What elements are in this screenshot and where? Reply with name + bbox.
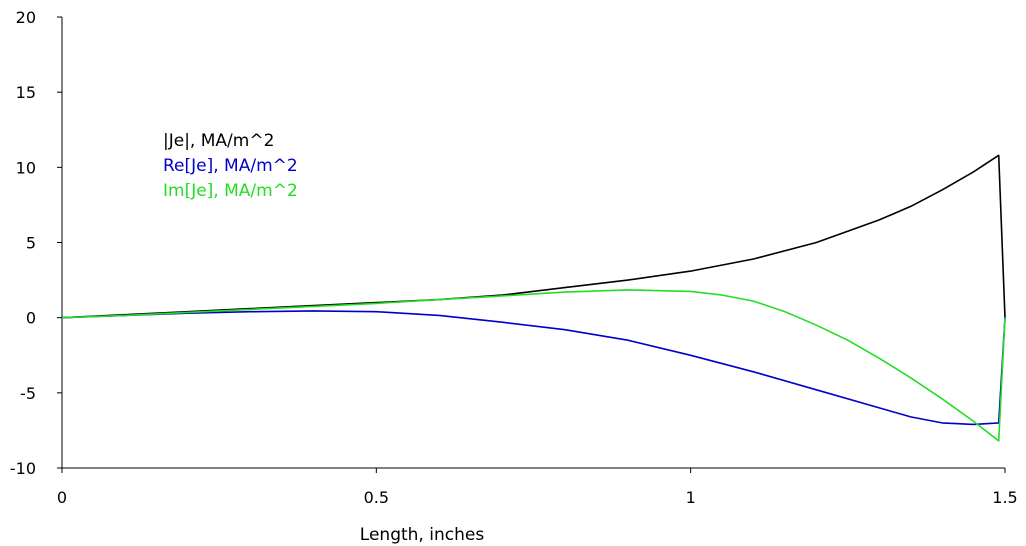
y-tick-label: 15	[16, 83, 36, 102]
series-lines	[61, 154, 1006, 442]
y-tick-label: -10	[10, 459, 36, 478]
x-tick-label: 0.5	[364, 488, 389, 507]
legend-entry-imag: Im[Je], MA/m^2	[163, 181, 298, 201]
x-tick-label: 0	[57, 488, 67, 507]
y-tick-label: -5	[20, 384, 36, 403]
legend-entry-real: Re[Je], MA/m^2	[163, 156, 298, 176]
y-tick-label: 0	[26, 309, 36, 328]
series-line-imag	[61, 289, 1006, 442]
tick-labels: -10 -5 0 5 10 15 20 0 0.5 1 1.5	[10, 8, 1018, 507]
series-line-real	[61, 310, 1006, 426]
legend: |Je|, MA/m^2 Re[Je], MA/m^2 Im[Je], MA/m…	[163, 131, 298, 201]
y-tick-label: 5	[26, 234, 36, 253]
x-axis-label: Length, inches	[360, 525, 485, 545]
axes	[57, 16, 1006, 473]
legend-entry-abs: |Je|, MA/m^2	[163, 131, 274, 151]
y-tick-label: 20	[16, 8, 36, 27]
x-tick-label: 1	[686, 488, 696, 507]
x-tick-label: 1.5	[992, 488, 1017, 507]
y-tick-label: 10	[16, 158, 36, 177]
